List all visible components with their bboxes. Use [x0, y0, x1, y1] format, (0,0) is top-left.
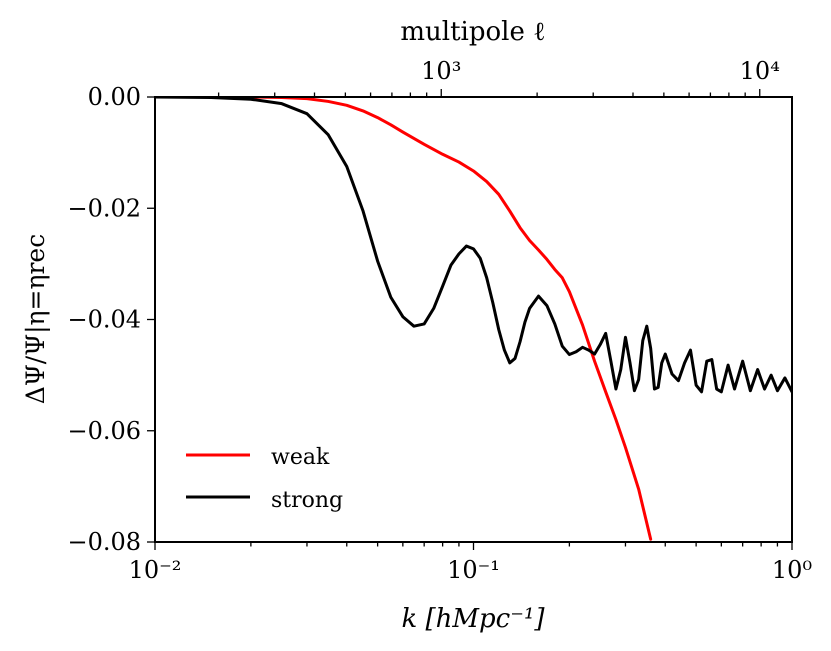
axis-ticks	[147, 89, 793, 550]
top-tick-label: 10³	[421, 57, 461, 85]
series-lines	[155, 97, 792, 541]
y-axis-label: ΔΨ/Ψ|η=ηrec	[21, 234, 51, 404]
legend-label-weak: weak	[271, 445, 330, 470]
y-tick-label: −0.02	[67, 194, 141, 222]
legend-label-strong: strong	[271, 488, 343, 513]
legend: weak strong	[186, 445, 343, 513]
x-axis-label: k [hMpc⁻¹]	[401, 604, 545, 634]
plot-frame	[154, 96, 793, 543]
y-tick-label: 0.00	[88, 83, 141, 111]
tick-labels: 10⁻² 10⁻¹ 10⁰ 0.00 −0.02 −0.04 −0.06 −0.08 10³ 10…	[67, 57, 812, 584]
y-tick-label: −0.08	[67, 528, 141, 556]
y-tick-label: −0.06	[67, 417, 141, 445]
x-tick-label: 10⁰	[772, 556, 812, 584]
series-line-strong	[155, 97, 792, 394]
series-line-weak	[155, 97, 653, 541]
top-tick-label: 10⁴	[740, 57, 780, 85]
x-tick-label: 10⁻²	[129, 556, 182, 584]
top-axis-label: multipole ℓ	[400, 17, 545, 47]
y-tick-label: −0.04	[67, 306, 141, 334]
x-tick-label: 10⁻¹	[447, 556, 500, 584]
